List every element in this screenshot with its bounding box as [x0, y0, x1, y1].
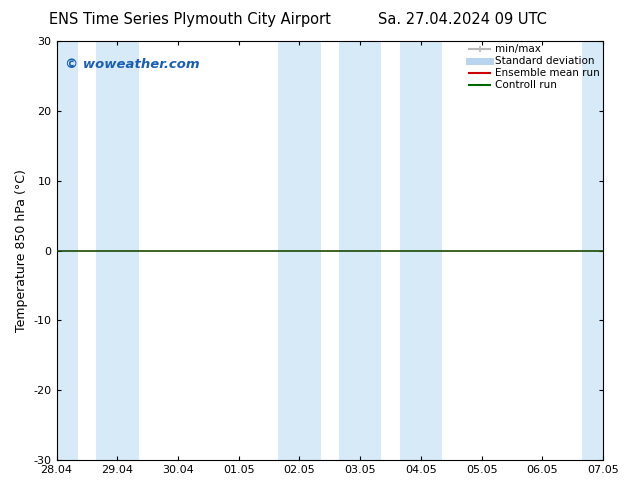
Bar — [582, 41, 603, 460]
Bar — [56, 41, 78, 460]
Text: Sa. 27.04.2024 09 UTC: Sa. 27.04.2024 09 UTC — [378, 12, 547, 27]
Text: ENS Time Series Plymouth City Airport: ENS Time Series Plymouth City Airport — [49, 12, 331, 27]
Bar — [278, 41, 321, 460]
Bar — [399, 41, 442, 460]
Bar — [339, 41, 382, 460]
Text: © woweather.com: © woweather.com — [65, 58, 199, 71]
Y-axis label: Temperature 850 hPa (°C): Temperature 850 hPa (°C) — [15, 169, 28, 332]
Legend: min/max, Standard deviation, Ensemble mean run, Controll run: min/max, Standard deviation, Ensemble me… — [469, 44, 600, 91]
Bar — [96, 41, 139, 460]
